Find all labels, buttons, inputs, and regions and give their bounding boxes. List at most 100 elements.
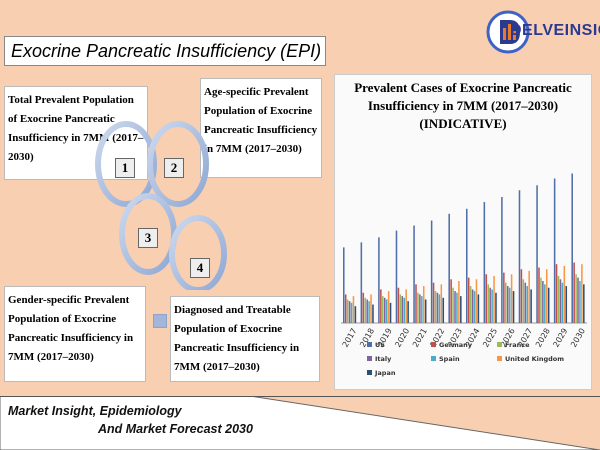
bar-italy-2026 <box>506 286 509 323</box>
bar-germany-2029 <box>555 264 558 323</box>
bar-italy-2030 <box>577 277 579 323</box>
ring-4 <box>169 215 227 290</box>
bar-spain-2029 <box>561 282 564 323</box>
bar-germany-2017 <box>344 294 347 323</box>
bar-united-kingdom-2024 <box>475 279 478 323</box>
bar-italy-2027 <box>524 282 527 323</box>
footer-line-1: Market Insight, Epidemiology <box>8 404 182 418</box>
bar-us-2021 <box>413 225 415 323</box>
bar-germany-2022 <box>432 282 435 323</box>
step-2-box: Age-specific Prevalent Population of Exo… <box>200 78 322 178</box>
bar-united-kingdom-2022 <box>440 284 443 323</box>
bar-germany-2020 <box>397 287 400 323</box>
legend-label-japan: Japan <box>374 369 396 377</box>
x-tick-label-2030: 2030 <box>569 327 587 349</box>
bar-france-2026 <box>505 282 507 323</box>
bar-japan-2024 <box>477 294 480 323</box>
bar-japan-2018 <box>372 304 374 323</box>
step-3-label: Gender-specific Prevalent Population of … <box>8 294 134 363</box>
bar-us-2030 <box>571 173 573 323</box>
legend-label-us: US <box>375 341 385 349</box>
ring-1 <box>95 121 157 207</box>
legend-label-france: France <box>505 341 530 349</box>
bar-japan-2020 <box>407 301 409 323</box>
bar-us-2024 <box>466 208 468 323</box>
bar-japan-2029 <box>565 286 568 323</box>
bar-japan-2019 <box>389 302 392 323</box>
legend-swatch-japan <box>367 370 372 375</box>
step-2-label: Age-specific Prevalent Population of Exo… <box>204 86 318 155</box>
bar-italy-2022 <box>436 292 439 323</box>
bar-japan-2017 <box>354 306 357 323</box>
step-4-box: Diagnosed and Treatable Population of Ex… <box>170 296 320 382</box>
bar-italy-2017 <box>348 301 351 323</box>
step-1-number: 1 <box>115 158 135 178</box>
bar-us-2029 <box>553 178 556 323</box>
bar-us-2023 <box>448 213 450 323</box>
bar-germany-2025 <box>485 274 488 323</box>
bar-germany-2027 <box>520 269 523 323</box>
bar-france-2025 <box>487 284 489 323</box>
x-tick-label-2017: 2017 <box>341 327 359 349</box>
bar-germany-2019 <box>380 289 382 323</box>
bar-us-2027 <box>518 190 521 323</box>
bar-japan-2022 <box>442 297 445 323</box>
bar-spain-2024 <box>473 291 476 323</box>
bar-france-2023 <box>452 287 454 323</box>
bar-germany-2018 <box>362 292 365 323</box>
delveinsight-logo-icon <box>486 10 530 54</box>
bar-japan-2030 <box>583 284 585 323</box>
footer-line-2: And Market Forecast 2030 <box>98 422 253 436</box>
bar-france-2029 <box>557 275 560 323</box>
bar-spain-2018 <box>368 301 370 323</box>
bar-united-kingdom-2027 <box>528 270 530 323</box>
legend-swatch-us <box>367 342 372 347</box>
bar-france-2022 <box>434 291 437 323</box>
bar-italy-2020 <box>401 296 404 323</box>
x-tick-label-2021: 2021 <box>411 327 429 349</box>
step-rings <box>95 121 227 290</box>
bar-germany-2021 <box>415 284 417 323</box>
step-4-number: 4 <box>190 258 210 278</box>
bar-spain-2030 <box>579 281 581 323</box>
step-2-number: 2 <box>164 158 184 178</box>
bar-united-kingdom-2030 <box>581 264 583 323</box>
bar-spain-2025 <box>491 289 493 323</box>
bar-united-kingdom-2026 <box>510 274 513 323</box>
bar-italy-2028 <box>542 281 544 323</box>
bar-us-2028 <box>536 185 538 323</box>
page-title: Exocrine Pancreatic Insufficiency (EPI) <box>11 40 322 61</box>
step-4-label: Diagnosed and Treatable Population of Ex… <box>174 304 300 373</box>
bar-spain-2017 <box>350 302 353 323</box>
bar-spain-2023 <box>456 292 458 323</box>
logo-text: DELVEINSIGHT <box>510 22 600 39</box>
bar-japan-2021 <box>424 299 427 323</box>
bar-italy-2018 <box>366 299 368 323</box>
bar-france-2028 <box>540 277 542 323</box>
bar-chart: 2017 2018 2019 2020 2021 2022 2023 2024 2025 2026… <box>341 173 587 377</box>
bar-united-kingdom-2019 <box>387 291 390 323</box>
bar-germany-2023 <box>450 279 452 323</box>
bar-us-2025 <box>483 202 486 323</box>
x-tick-label-2025: 2025 <box>481 327 499 349</box>
bar-italy-2029 <box>559 279 562 323</box>
bar-spain-2027 <box>526 286 529 323</box>
bar-france-2017 <box>346 299 349 323</box>
chart-title: Prevalent Cases of Exocrine Pancreatic I… <box>354 80 572 131</box>
step-3-number: 3 <box>138 228 158 248</box>
bar-us-2017 <box>343 247 345 323</box>
bar-united-kingdom-2023 <box>458 281 460 323</box>
bar-germany-2024 <box>467 277 470 323</box>
bar-germany-2030 <box>573 262 575 323</box>
bar-spain-2020 <box>403 297 406 323</box>
title-box: Exocrine Pancreatic Insufficiency (EPI) <box>4 36 326 66</box>
bar-france-2027 <box>522 279 525 323</box>
legend-swatch-france <box>497 342 502 347</box>
bar-france-2018 <box>364 297 366 323</box>
bar-spain-2028 <box>544 284 546 323</box>
bar-us-2022 <box>430 220 433 323</box>
x-tick-label-2028: 2028 <box>534 327 552 349</box>
legend-label-spain: Spain <box>439 355 460 363</box>
bar-us-2020 <box>395 230 398 323</box>
bar-germany-2026 <box>503 272 505 323</box>
